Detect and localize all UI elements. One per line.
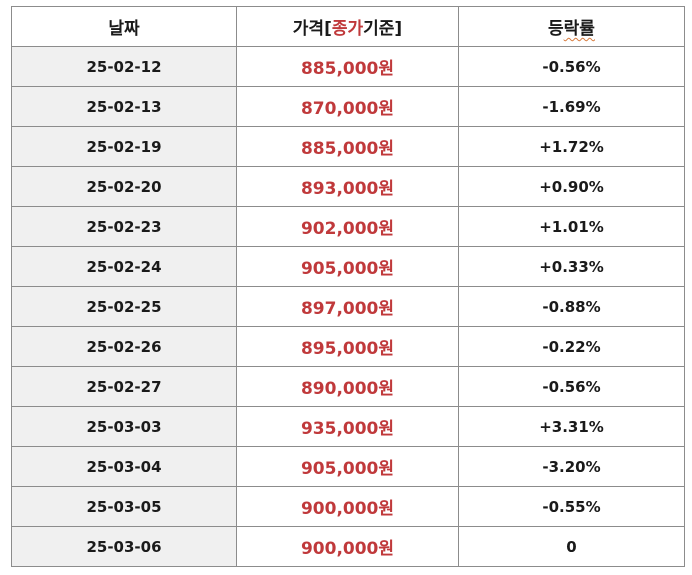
price-cell: 935,000원 bbox=[236, 406, 459, 447]
price-cell: 902,000원 bbox=[236, 206, 459, 247]
table-header-row: 날짜 가격[종가기준] 등락률 bbox=[11, 6, 685, 47]
date-cell: 25-03-04 bbox=[11, 446, 237, 487]
header-price: 가격[종가기준] bbox=[236, 6, 459, 47]
rate-cell: -0.56% bbox=[458, 366, 685, 407]
table-row: 25-02-19 885,000원 +1.72% bbox=[11, 126, 685, 167]
rate-cell: 0 bbox=[458, 526, 685, 567]
table-row: 25-02-12 885,000원 -0.56% bbox=[11, 46, 685, 87]
table-row: 25-02-23 902,000원 +1.01% bbox=[11, 206, 685, 247]
rate-cell: -0.88% bbox=[458, 286, 685, 327]
table-row: 25-03-06 900,000원 0 bbox=[11, 526, 685, 567]
rate-cell: -0.55% bbox=[458, 486, 685, 527]
table-body: 25-02-12 885,000원 -0.56% 25-02-13 870,00… bbox=[11, 46, 685, 567]
date-cell: 25-02-27 bbox=[11, 366, 237, 407]
table-row: 25-02-20 893,000원 +0.90% bbox=[11, 166, 685, 207]
price-cell: 897,000원 bbox=[236, 286, 459, 327]
rate-cell: +3.31% bbox=[458, 406, 685, 447]
rate-cell: +1.72% bbox=[458, 126, 685, 167]
table-row: 25-02-13 870,000원 -1.69% bbox=[11, 86, 685, 127]
date-cell: 25-02-23 bbox=[11, 206, 237, 247]
date-cell: 25-02-26 bbox=[11, 326, 237, 367]
date-cell: 25-03-06 bbox=[11, 526, 237, 567]
rate-cell: +0.90% bbox=[458, 166, 685, 207]
header-price-prefix: 가격[ bbox=[292, 19, 332, 39]
header-rate-part2: 락률 bbox=[563, 19, 595, 39]
header-rate-part1: 등 bbox=[548, 19, 564, 39]
rate-cell: -3.20% bbox=[458, 446, 685, 487]
header-price-suffix: 기준] bbox=[363, 19, 403, 39]
price-cell: 895,000원 bbox=[236, 326, 459, 367]
date-cell: 25-02-19 bbox=[11, 126, 237, 167]
header-rate: 등락률 bbox=[458, 6, 685, 47]
header-price-highlight: 종가 bbox=[331, 19, 364, 39]
price-table: 날짜 가격[종가기준] 등락률 25-02-12 885,000원 -0.56%… bbox=[11, 6, 685, 567]
price-cell: 885,000원 bbox=[236, 46, 459, 87]
rate-cell: -1.69% bbox=[458, 86, 685, 127]
date-cell: 25-02-25 bbox=[11, 286, 237, 327]
table-row: 25-02-27 890,000원 -0.56% bbox=[11, 366, 685, 407]
date-cell: 25-03-03 bbox=[11, 406, 237, 447]
price-table-container: 날짜 가격[종가기준] 등락률 25-02-12 885,000원 -0.56%… bbox=[11, 6, 685, 567]
price-cell: 905,000원 bbox=[236, 446, 459, 487]
price-cell: 905,000원 bbox=[236, 246, 459, 287]
header-date-label: 날짜 bbox=[108, 19, 140, 39]
date-cell: 25-03-05 bbox=[11, 486, 237, 527]
date-cell: 25-02-13 bbox=[11, 86, 237, 127]
date-cell: 25-02-24 bbox=[11, 246, 237, 287]
date-cell: 25-02-12 bbox=[11, 46, 237, 87]
price-cell: 900,000원 bbox=[236, 486, 459, 527]
price-cell: 870,000원 bbox=[236, 86, 459, 127]
table-row: 25-02-26 895,000원 -0.22% bbox=[11, 326, 685, 367]
price-cell: 885,000원 bbox=[236, 126, 459, 167]
table-row: 25-03-03 935,000원 +3.31% bbox=[11, 406, 685, 447]
table-row: 25-03-04 905,000원 -3.20% bbox=[11, 446, 685, 487]
table-row: 25-02-24 905,000원 +0.33% bbox=[11, 246, 685, 287]
rate-cell: +1.01% bbox=[458, 206, 685, 247]
rate-cell: -0.56% bbox=[458, 46, 685, 87]
table-row: 25-02-25 897,000원 -0.88% bbox=[11, 286, 685, 327]
rate-cell: -0.22% bbox=[458, 326, 685, 367]
price-cell: 893,000원 bbox=[236, 166, 459, 207]
date-cell: 25-02-20 bbox=[11, 166, 237, 207]
price-cell: 900,000원 bbox=[236, 526, 459, 567]
rate-cell: +0.33% bbox=[458, 246, 685, 287]
table-row: 25-03-05 900,000원 -0.55% bbox=[11, 486, 685, 527]
header-date: 날짜 bbox=[11, 6, 237, 47]
price-cell: 890,000원 bbox=[236, 366, 459, 407]
